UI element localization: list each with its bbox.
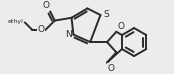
Text: ethyl: ethyl: [8, 19, 24, 24]
Text: S: S: [103, 11, 109, 19]
Text: N: N: [65, 30, 72, 39]
Text: O: O: [108, 63, 115, 73]
Text: O: O: [42, 1, 49, 10]
Text: O: O: [37, 25, 45, 34]
Text: O: O: [117, 22, 124, 31]
